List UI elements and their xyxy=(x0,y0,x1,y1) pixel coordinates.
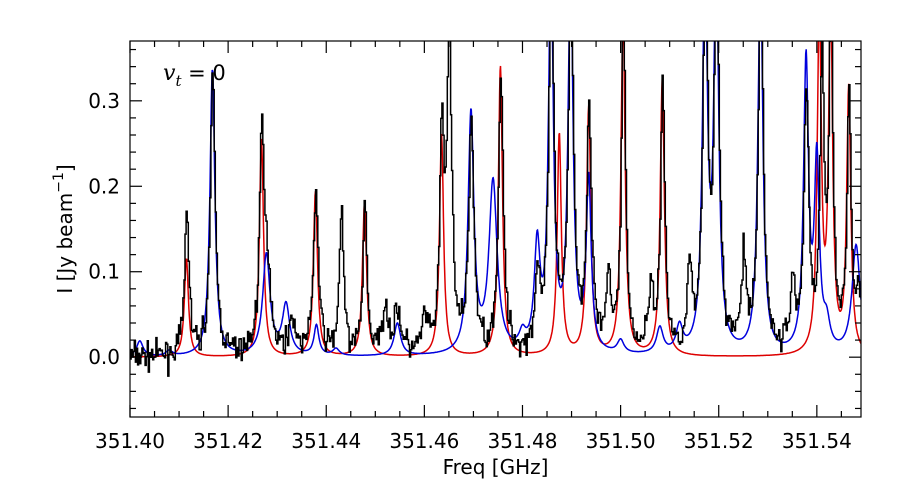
y-tick-label: 0.0 xyxy=(88,345,120,369)
annotation-text: = 0 xyxy=(181,61,225,85)
x-tick-label: 351.48 xyxy=(487,429,557,453)
y-axis-label: I [Jy beam−1] xyxy=(51,164,77,293)
y-axis-label-sup: −1 xyxy=(51,172,67,193)
series-layer xyxy=(130,41,861,377)
annotation-label: vt = 0 xyxy=(163,61,226,90)
x-tick-label: 351.42 xyxy=(193,429,263,453)
observed-spectrum-line xyxy=(130,41,861,377)
plot-frame xyxy=(129,40,862,418)
x-tick-label: 351.50 xyxy=(586,429,656,453)
y-axis-label-close: ] xyxy=(53,164,77,172)
annotation-var: v xyxy=(163,61,176,86)
x-tick-label: 351.40 xyxy=(95,429,165,453)
model_b-line xyxy=(130,41,861,356)
x-tick-label: 351.44 xyxy=(291,429,361,453)
y-tick-label: 0.3 xyxy=(88,89,120,113)
annotation-sub: t xyxy=(175,72,182,90)
y-axis-label-main: I [Jy beam xyxy=(53,193,77,294)
x-tick-label: 351.46 xyxy=(389,429,459,453)
x-tick-label: 351.52 xyxy=(684,429,754,453)
x-tick-label: 351.54 xyxy=(782,429,852,453)
y-tick-label: 0.2 xyxy=(88,174,120,198)
x-axis-label: Freq [GHz] xyxy=(443,455,549,479)
y-tick-label: 0.1 xyxy=(88,260,120,284)
ticks-layer: 351.40 351.42 351.44 351.46 351.48 351.50 351.… xyxy=(88,41,861,453)
